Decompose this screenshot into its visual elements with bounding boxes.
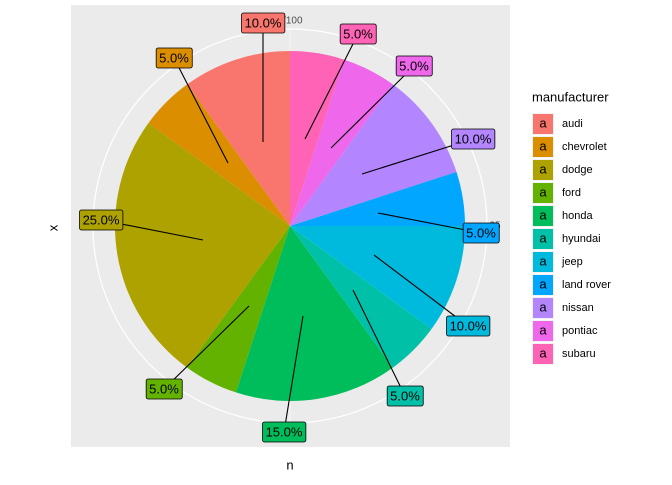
legend-key	[533, 114, 553, 134]
value-label: 15.0%	[266, 424, 303, 439]
value-label-box	[155, 47, 193, 69]
legend-key	[533, 206, 553, 226]
legend-label: subaru	[562, 348, 596, 360]
value-label-box	[241, 12, 286, 34]
pie-slice	[187, 51, 290, 226]
legend-key	[533, 183, 553, 203]
theta-tick-label: 0/100	[277, 16, 302, 27]
legend-label: jeep	[561, 256, 583, 268]
pie-slice	[290, 171, 465, 226]
value-label: 10.0%	[245, 15, 282, 30]
legend-key	[533, 137, 553, 157]
value-label-box	[145, 378, 183, 400]
legend-key	[533, 298, 553, 318]
legend-key-text: a	[539, 253, 547, 268]
value-label: 5.0%	[343, 26, 373, 41]
pie-slice	[290, 226, 432, 368]
legend-label: nissan	[562, 302, 594, 314]
label-leader	[283, 315, 304, 433]
label-leader	[173, 57, 229, 164]
legend-key-text: a	[539, 115, 547, 130]
label-leader	[163, 305, 250, 390]
legend-key	[533, 344, 553, 364]
value-label-box	[395, 55, 433, 77]
legend-key-text: a	[539, 276, 547, 291]
pie-slice	[235, 226, 393, 401]
pie-slice	[114, 123, 291, 368]
value-label: 5.0%	[159, 50, 189, 65]
legend-label: chevrolet	[562, 141, 607, 153]
legend-label: land rover	[562, 279, 611, 291]
value-label: 10.0%	[450, 318, 487, 333]
value-label-box	[262, 421, 307, 443]
value-label-box	[386, 385, 424, 407]
legend-key-text: a	[539, 322, 547, 337]
value-label: 25.0%	[83, 212, 120, 227]
legend-key-text: a	[539, 345, 547, 360]
legend-key-text: a	[539, 299, 547, 314]
legend-key	[533, 275, 553, 295]
label-leader	[304, 33, 359, 140]
legend-label: dodge	[562, 164, 593, 176]
pie-slice	[290, 51, 345, 226]
label-leader	[373, 254, 469, 327]
value-label-box	[79, 209, 124, 231]
legend-label: audi	[562, 118, 583, 130]
pie-slice	[290, 226, 465, 329]
legend-title: manufacturer	[532, 89, 609, 104]
value-label-box	[339, 23, 377, 45]
legend-key	[533, 160, 553, 180]
legend-key-text: a	[539, 230, 547, 245]
legend-key-text: a	[539, 138, 547, 153]
value-label: 5.0%	[149, 381, 179, 396]
value-label: 5.0%	[399, 58, 429, 73]
legend-key-text: a	[539, 184, 547, 199]
label-leader	[330, 65, 415, 149]
y-axis-title: x	[45, 224, 60, 231]
value-label: 5.0%	[466, 225, 496, 240]
value-label: 5.0%	[390, 388, 420, 403]
value-label: 10.0%	[455, 131, 492, 146]
pie-slice	[290, 84, 457, 226]
legend-key	[533, 252, 553, 272]
legend-label: honda	[562, 210, 593, 222]
legend-label: ford	[562, 187, 581, 199]
legend-label: hyundai	[562, 233, 601, 245]
value-label-box	[451, 128, 496, 150]
legend-key-text: a	[539, 161, 547, 176]
pie-slice	[187, 226, 290, 393]
legend-key	[533, 321, 553, 341]
pie-slice	[148, 84, 290, 226]
x-axis-title: n	[286, 457, 293, 472]
value-label-box	[462, 222, 500, 244]
pie-slice	[290, 59, 393, 226]
legend-label: pontiac	[562, 325, 598, 337]
label-leader	[352, 289, 406, 397]
legend-key	[533, 229, 553, 249]
legend-key-text: a	[539, 207, 547, 222]
value-label-box	[446, 315, 491, 337]
